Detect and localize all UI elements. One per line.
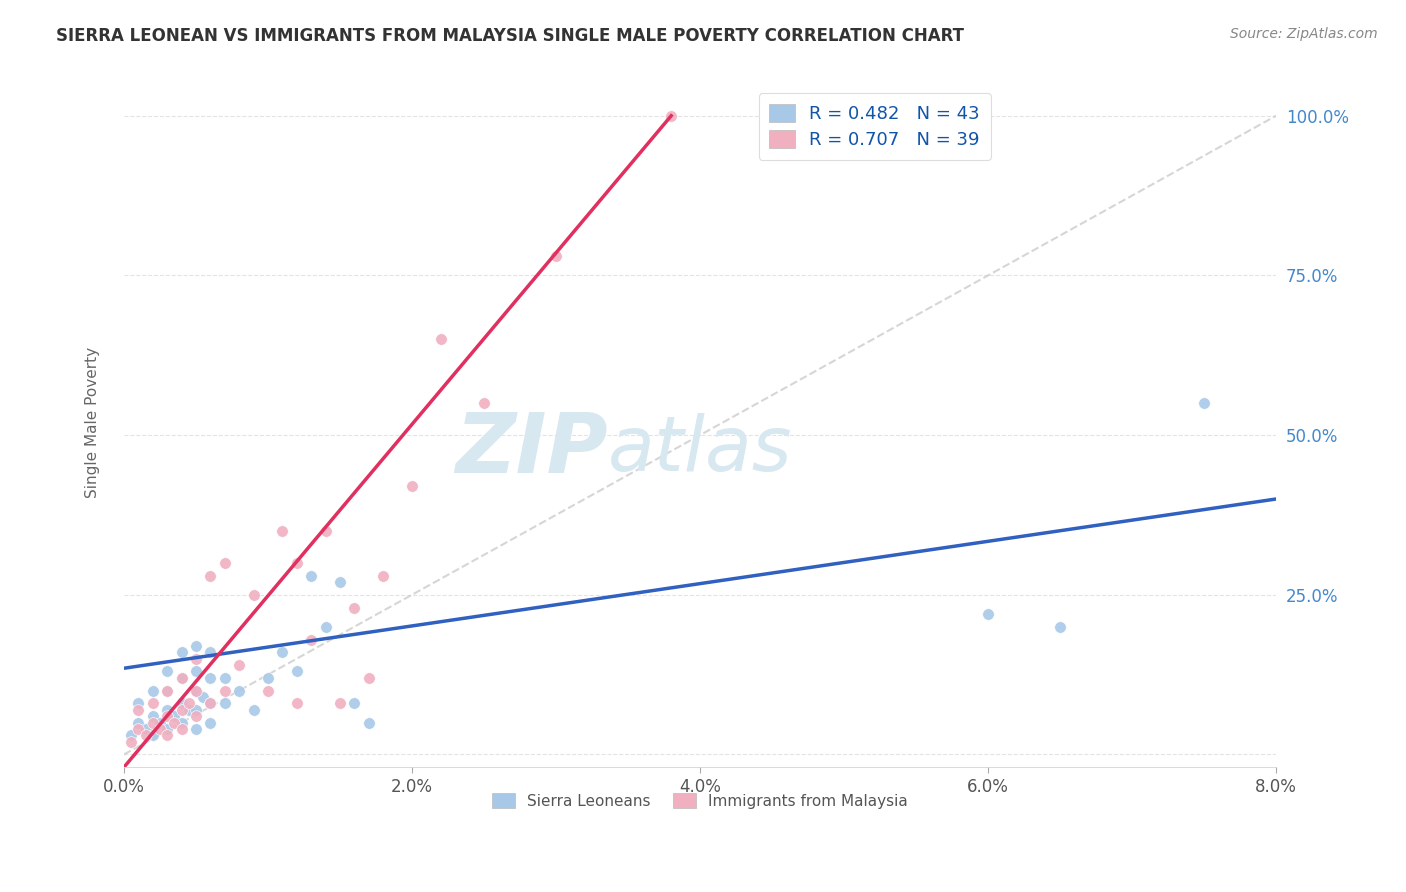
Point <box>285 697 308 711</box>
Point <box>285 665 308 679</box>
Point <box>156 722 179 736</box>
Point <box>184 683 207 698</box>
Point <box>184 639 207 653</box>
Point <box>142 728 165 742</box>
Point <box>149 715 172 730</box>
Point <box>214 556 236 570</box>
Point <box>156 709 179 723</box>
Point <box>127 697 149 711</box>
Point <box>170 671 193 685</box>
Point <box>228 658 250 673</box>
Point <box>127 703 149 717</box>
Point <box>242 588 264 602</box>
Point <box>120 735 142 749</box>
Point <box>373 568 395 582</box>
Point <box>214 697 236 711</box>
Point <box>329 574 352 589</box>
Point <box>170 715 193 730</box>
Point <box>659 109 682 123</box>
Point <box>142 709 165 723</box>
Point <box>200 697 222 711</box>
Point <box>357 671 380 685</box>
Point <box>299 568 322 582</box>
Point <box>401 479 423 493</box>
Text: atlas: atlas <box>607 413 793 487</box>
Point <box>343 600 366 615</box>
Point <box>977 607 1000 621</box>
Text: ZIP: ZIP <box>456 409 607 491</box>
Point <box>299 632 322 647</box>
Point <box>156 683 179 698</box>
Point <box>170 697 193 711</box>
Y-axis label: Single Male Poverty: Single Male Poverty <box>86 347 100 498</box>
Point <box>127 722 149 736</box>
Point <box>1192 396 1215 410</box>
Point <box>156 703 179 717</box>
Point <box>315 524 337 538</box>
Point <box>134 728 156 742</box>
Point <box>163 709 186 723</box>
Point <box>156 683 179 698</box>
Text: SIERRA LEONEAN VS IMMIGRANTS FROM MALAYSIA SINGLE MALE POVERTY CORRELATION CHART: SIERRA LEONEAN VS IMMIGRANTS FROM MALAYS… <box>56 27 965 45</box>
Point <box>257 683 280 698</box>
Point <box>357 715 380 730</box>
Point <box>200 697 222 711</box>
Point <box>257 671 280 685</box>
Point <box>142 683 165 698</box>
Point <box>184 709 207 723</box>
Point <box>200 715 222 730</box>
Point <box>156 665 179 679</box>
Point <box>142 697 165 711</box>
Point <box>177 703 200 717</box>
Point <box>184 683 207 698</box>
Text: Source: ZipAtlas.com: Source: ZipAtlas.com <box>1230 27 1378 41</box>
Point <box>184 722 207 736</box>
Point <box>429 332 451 346</box>
Point <box>184 703 207 717</box>
Point <box>343 697 366 711</box>
Point <box>149 722 172 736</box>
Point <box>329 697 352 711</box>
Point <box>177 697 200 711</box>
Point <box>170 645 193 659</box>
Point <box>1049 620 1071 634</box>
Point <box>228 683 250 698</box>
Point <box>184 651 207 665</box>
Point <box>170 703 193 717</box>
Point <box>170 722 193 736</box>
Point <box>271 645 294 659</box>
Legend: Sierra Leoneans, Immigrants from Malaysia: Sierra Leoneans, Immigrants from Malaysi… <box>485 787 914 814</box>
Point <box>184 665 207 679</box>
Point <box>156 728 179 742</box>
Point <box>120 728 142 742</box>
Point <box>214 683 236 698</box>
Point <box>242 703 264 717</box>
Point <box>200 568 222 582</box>
Point <box>134 722 156 736</box>
Point <box>163 715 186 730</box>
Point <box>472 396 495 410</box>
Point <box>214 671 236 685</box>
Point <box>200 671 222 685</box>
Point <box>271 524 294 538</box>
Point <box>191 690 214 704</box>
Point <box>142 715 165 730</box>
Point <box>315 620 337 634</box>
Point <box>127 715 149 730</box>
Point <box>285 556 308 570</box>
Point <box>200 645 222 659</box>
Point <box>170 671 193 685</box>
Point <box>544 249 567 263</box>
